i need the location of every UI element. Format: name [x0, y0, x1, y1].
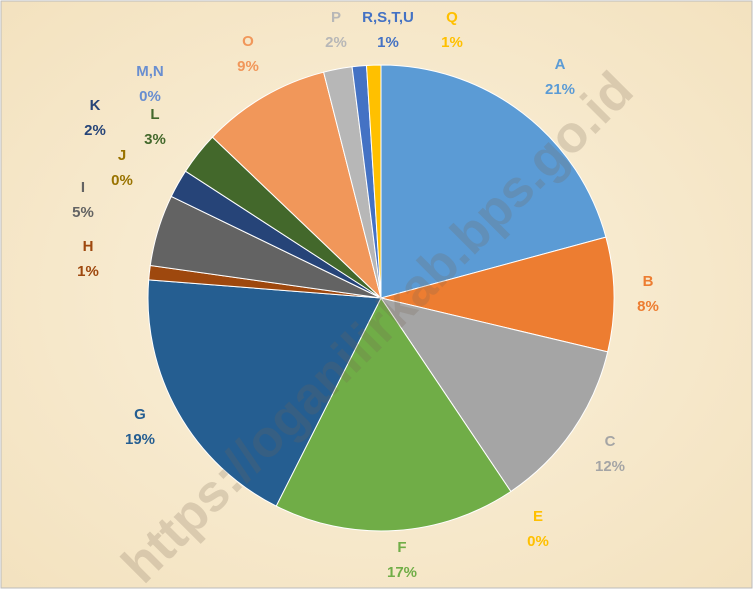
- slice-label: H: [83, 238, 94, 255]
- pie-slice: [211, 71, 382, 300]
- slice-label: R,S,T,U: [362, 9, 414, 26]
- slice-value-label: 0%: [527, 533, 549, 550]
- slice-value-label: 9%: [237, 58, 259, 75]
- slice-value-label: 8%: [637, 298, 659, 315]
- slice-value-label: 2%: [325, 34, 347, 51]
- pie-slice: [380, 236, 615, 353]
- slice-label: C: [605, 433, 616, 450]
- slice-label: B: [643, 273, 654, 290]
- slice-label: I: [81, 179, 85, 196]
- pie-slice: [380, 64, 607, 299]
- slice-value-label: 0%: [111, 172, 133, 189]
- slice-label: A: [555, 56, 566, 73]
- slice-value-label: 2%: [84, 122, 106, 139]
- slice-label: J: [118, 147, 126, 164]
- slice-label: Q: [446, 9, 458, 26]
- slice-value-label: 17%: [387, 564, 417, 581]
- slice-label: E: [533, 508, 543, 525]
- slice-value-label: 1%: [377, 34, 399, 51]
- slice-value-label: 0%: [139, 88, 161, 105]
- slice-label: F: [397, 539, 406, 556]
- slice-value-label: 1%: [441, 34, 463, 51]
- pie-slice: [147, 279, 382, 507]
- slice-label: G: [134, 406, 146, 423]
- pie-slice: [365, 64, 382, 299]
- slice-label: P: [331, 9, 341, 26]
- slice-label: K: [90, 97, 101, 114]
- slice-label: M,N: [136, 63, 164, 80]
- pie-slice: [275, 297, 512, 532]
- slice-label: L: [150, 106, 159, 123]
- slice-value-label: 1%: [77, 263, 99, 280]
- slice-value-label: 19%: [125, 431, 155, 448]
- slice-value-label: 5%: [72, 204, 94, 221]
- slice-value-label: 12%: [595, 458, 625, 475]
- slice-label: O: [242, 33, 254, 50]
- slice-value-label: 3%: [144, 131, 166, 148]
- slice-value-label: 21%: [545, 81, 575, 98]
- pie-slice: [379, 297, 609, 493]
